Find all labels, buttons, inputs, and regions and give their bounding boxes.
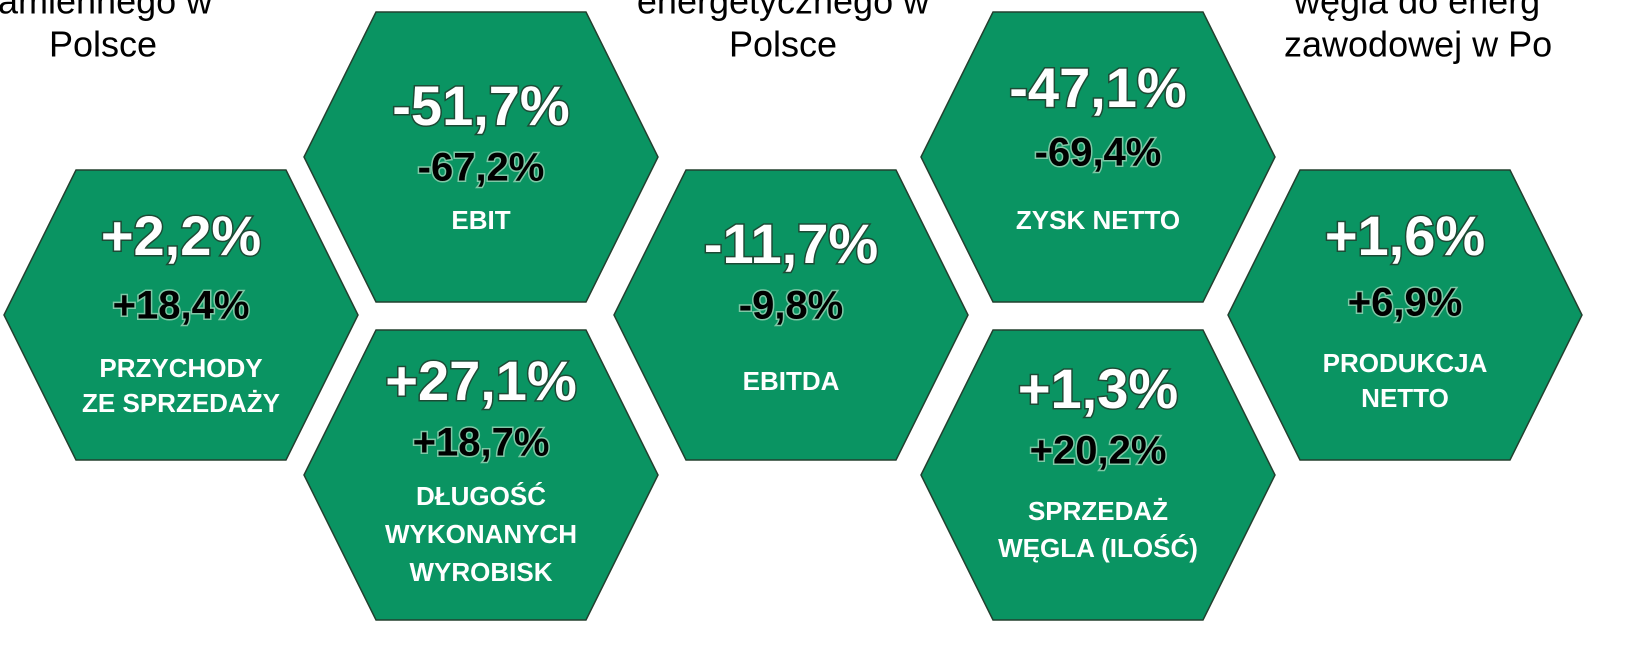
hexagon	[613, 169, 969, 461]
main-value: -51,7%	[392, 74, 569, 137]
hexagon	[303, 11, 659, 303]
secondary-value: +18,4%	[113, 284, 250, 328]
hexagon-label: WYKONANYCH	[385, 519, 577, 549]
hexagon-label: WYROBISK	[410, 557, 553, 587]
main-value: -47,1%	[1009, 56, 1186, 119]
hexagon-label: PRODUKCJA	[1323, 348, 1488, 378]
hexagon-label: PRZYCHODY	[99, 353, 262, 383]
hexagon-label: WĘGLA (ILOŚĆ)	[998, 533, 1198, 563]
hexagon	[3, 169, 359, 461]
hexagon-label: EBIT	[451, 205, 510, 235]
header-fragment: Polsce	[729, 24, 837, 65]
header-fragment: Polsce	[49, 24, 157, 65]
hexagon-label: NETTO	[1361, 383, 1449, 413]
header-fragment: energetycznego w	[637, 0, 930, 22]
hexagon	[920, 11, 1276, 303]
hexagon-label: ZE SPRZEDAŻY	[82, 388, 280, 418]
hexagon-label: DŁUGOŚĆ	[416, 481, 546, 511]
main-value: +2,2%	[101, 204, 261, 267]
main-value: +1,3%	[1018, 357, 1178, 420]
header-fragment: węgla do energ	[1293, 0, 1540, 22]
hexagon	[303, 329, 659, 621]
main-value: -11,7%	[704, 212, 878, 275]
secondary-value: -67,2%	[418, 146, 545, 190]
secondary-value: +20,2%	[1030, 429, 1167, 473]
header-fragment: amiennego w	[0, 0, 213, 22]
secondary-value: +6,9%	[1348, 281, 1463, 325]
hexagon	[1227, 169, 1583, 461]
hexagon-label: SPRZEDAŻ	[1028, 496, 1168, 526]
header-fragment: zawodowej w Po	[1284, 24, 1552, 65]
secondary-value: +18,7%	[413, 421, 550, 465]
hexagon	[920, 329, 1276, 621]
hexagon-label: ZYSK NETTO	[1016, 205, 1180, 235]
main-value: +1,6%	[1325, 204, 1485, 267]
secondary-value: -69,4%	[1035, 131, 1162, 175]
secondary-value: -9,8%	[739, 284, 844, 328]
main-value: +27,1%	[385, 349, 577, 412]
hexagon-label: EBITDA	[743, 366, 840, 396]
